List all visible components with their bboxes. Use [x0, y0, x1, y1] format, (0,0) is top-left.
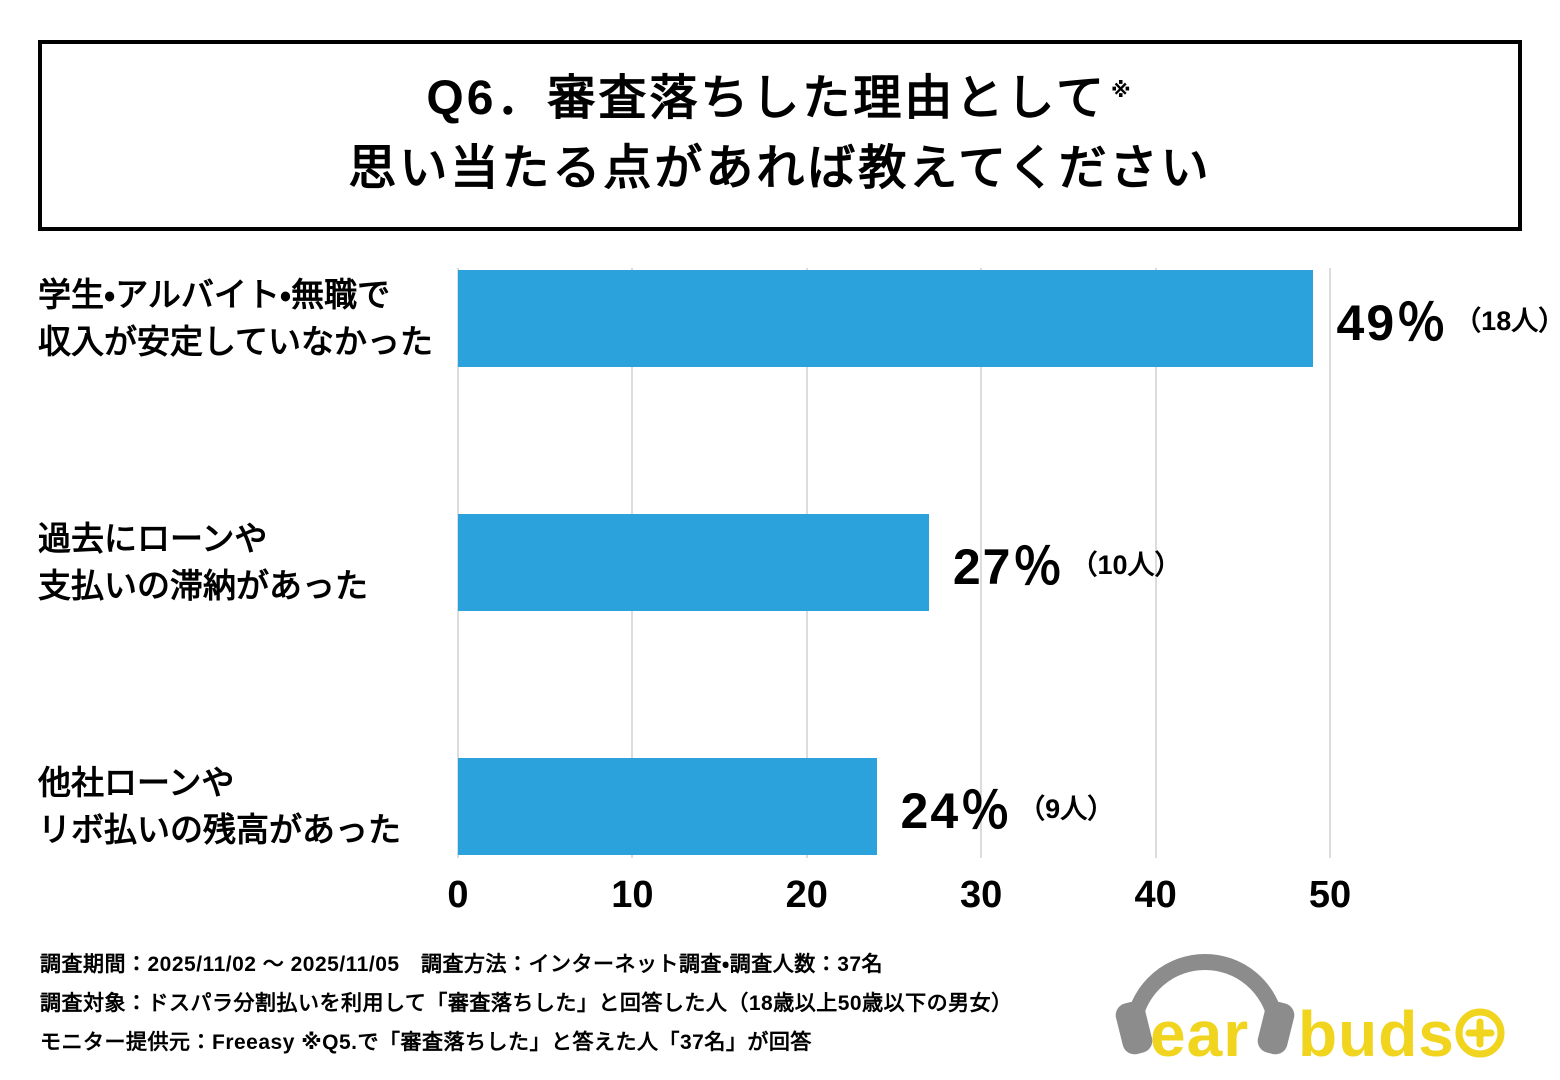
- earbuds-logo: ear buds: [1110, 918, 1510, 1070]
- x-tick-label: 40: [1134, 874, 1177, 916]
- bar-value-label: 24％ （9人）: [901, 771, 1115, 843]
- title-ref-mark: ※: [1110, 80, 1134, 102]
- category-line: 支払いの滞納があった: [38, 566, 368, 604]
- category-label: 学生・アルバイト・無職で 収入が安定していなかった: [38, 272, 458, 366]
- headphones-icon: [1115, 954, 1295, 1055]
- bar-track: 27％ （10人）: [458, 514, 1330, 611]
- chart-title-box: Q6．審査落ちした理由として ※ 思い当たる点があれば教えてください: [38, 40, 1522, 232]
- x-tick-label: 30: [960, 874, 1003, 916]
- gridline: [1329, 268, 1331, 858]
- title-line-2: 思い当たる点があれば教えてください: [348, 141, 1212, 195]
- x-tick-label: 10: [611, 874, 654, 916]
- category-line: 他社ローンや: [38, 763, 235, 801]
- count-text: （9人）: [1018, 794, 1115, 824]
- bar-track: 49％ （18人）: [458, 270, 1560, 367]
- category-line: 収入が安定していなかった: [38, 322, 434, 360]
- bar-value-label: 27％ （10人）: [953, 527, 1182, 599]
- bar: [458, 270, 1313, 367]
- x-tick-label: 20: [785, 874, 828, 916]
- bar: [458, 758, 877, 855]
- survey-target-line: 調査対象：ドスパラ分割払いを利用して「審査落ちした」と回答した人（18歳以上50…: [40, 991, 1013, 1015]
- earbuds-logo-graphic: ear buds: [1115, 954, 1505, 1070]
- x-tick-label: 0: [447, 874, 469, 916]
- logo-text-buds: buds: [1298, 998, 1455, 1068]
- title-text-1: Q6．審査落ちした理由として: [426, 72, 1107, 125]
- survey-source-line: モニター提供元：Freeasy ※Q5.で「審査落ちした」と答えた人「37名」が…: [40, 1030, 812, 1054]
- x-tick-label: 50: [1308, 874, 1352, 916]
- category-line: 過去にローンや: [38, 519, 268, 557]
- gridline: [1154, 268, 1157, 858]
- percent-text: 24％: [900, 782, 1013, 839]
- x-axis: 0 10 20 30 40 50: [447, 866, 1351, 926]
- title-line-1: Q6．審査落ちした理由として ※: [52, 64, 1508, 134]
- chart-row: 過去にローンや 支払いの滞納があった 27％ （10人）: [38, 514, 1522, 611]
- count-text: （18人）: [1454, 306, 1560, 336]
- bar-track: 24％ （9人）: [458, 758, 1330, 855]
- category-label: 他社ローンや リボ払いの残高があった: [38, 760, 458, 854]
- category-label: 過去にローンや 支払いの滞納があった: [38, 516, 458, 610]
- gridline: [980, 268, 983, 858]
- survey-period-line: 調査期間：2025/11/02 ～ 2025/11/05 調査方法：インターネッ…: [40, 953, 884, 976]
- bar: [458, 514, 929, 611]
- plus-icon: [1455, 1008, 1505, 1058]
- percent-text: 27％: [952, 538, 1065, 595]
- category-line: リボ払いの残高があった: [38, 810, 401, 848]
- chart-row: 他社ローンや リボ払いの残高があった 24％ （9人）: [38, 758, 1522, 855]
- survey-notes: 調査期間：2025/11/02 ～ 2025/11/05 調査方法：インターネッ…: [40, 946, 1013, 1063]
- bar-value-label: 49％ （18人）: [1337, 283, 1560, 355]
- chart-row: 学生・アルバイト・無職で 収入が安定していなかった 49％ （18人）: [38, 270, 1560, 367]
- percent-text: 49％: [1336, 294, 1449, 351]
- logo-text-ear: ear: [1150, 998, 1249, 1068]
- count-text: （10人）: [1070, 550, 1182, 580]
- category-line: 学生・アルバイト・無職で: [38, 275, 391, 313]
- bar-chart: 学生・アルバイト・無職で 収入が安定していなかった 49％ （18人） 過去にロ…: [38, 268, 1560, 933]
